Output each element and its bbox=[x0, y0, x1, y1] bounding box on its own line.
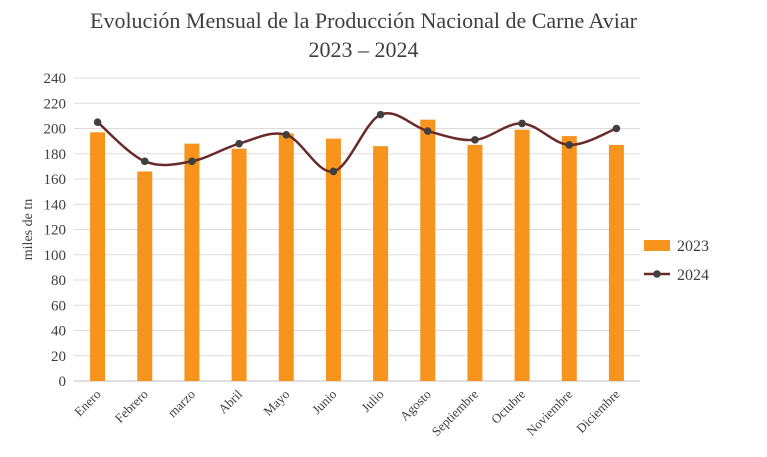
y-tick-label: 240 bbox=[44, 71, 67, 87]
y-tick-label: 160 bbox=[44, 172, 67, 188]
bar bbox=[561, 136, 577, 381]
line-series-2024 bbox=[93, 110, 621, 176]
legend-label-2023: 2023 bbox=[677, 238, 709, 255]
y-tick-label: 220 bbox=[44, 96, 67, 112]
y-axis-label: miles de tn bbox=[21, 199, 36, 260]
bar bbox=[467, 144, 483, 381]
legend-swatch-2023 bbox=[644, 240, 670, 251]
x-tick-label: Enero bbox=[71, 387, 104, 420]
y-tick-label: 140 bbox=[44, 197, 67, 213]
x-tick-label: marzo bbox=[164, 387, 198, 421]
line-point bbox=[565, 141, 574, 149]
line-point bbox=[518, 119, 526, 128]
x-tick-label: Junio bbox=[309, 387, 340, 418]
x-tick-label: Abril bbox=[215, 386, 245, 416]
line-point bbox=[188, 157, 196, 166]
y-tick-label: 80 bbox=[51, 273, 66, 289]
line-point bbox=[282, 131, 291, 139]
bar bbox=[325, 138, 341, 381]
line-point bbox=[376, 110, 385, 119]
bar bbox=[90, 132, 106, 381]
x-tick-label: Febrero bbox=[112, 387, 151, 426]
y-tick-label: 100 bbox=[44, 248, 67, 264]
y-tick-label: 40 bbox=[51, 324, 66, 340]
legend-marker-2024 bbox=[653, 270, 661, 278]
x-tick-label: Mayo bbox=[260, 387, 292, 419]
y-tick-label: 120 bbox=[44, 223, 67, 239]
chart-title: Evolución Mensual de la Producción Nacio… bbox=[90, 8, 637, 33]
series-line-2024 bbox=[96, 111, 617, 173]
x-tick-label: Agosto bbox=[397, 387, 434, 424]
legend: 2023 2024 bbox=[644, 238, 709, 284]
y-tick-label: 180 bbox=[44, 147, 67, 163]
bar bbox=[420, 119, 436, 381]
x-tick-label: Diciembre bbox=[573, 386, 623, 436]
y-tick-label: 20 bbox=[51, 349, 66, 365]
y-axis-ticks: 0 20 40 60 80 100 120 140 160 180 200 220 240 bbox=[44, 71, 67, 390]
line-point bbox=[612, 124, 621, 133]
bar bbox=[137, 171, 153, 381]
bar bbox=[608, 144, 624, 381]
x-tick-label: Septiembre bbox=[429, 386, 482, 439]
bar bbox=[184, 143, 200, 381]
line-point bbox=[423, 127, 432, 135]
x-tick-label: Noviembre bbox=[523, 386, 575, 438]
gridlines bbox=[74, 77, 640, 382]
x-axis-ticks: Enero Febrero marzo Abril Mayo Junio Julio Agos… bbox=[71, 386, 623, 439]
bar-series-2023 bbox=[90, 119, 624, 381]
line-point bbox=[93, 118, 102, 126]
bar bbox=[514, 129, 530, 381]
bar bbox=[231, 148, 247, 381]
y-tick-label: 200 bbox=[44, 122, 67, 138]
chart-subtitle: 2023 – 2024 bbox=[308, 37, 419, 62]
y-tick-label: 0 bbox=[59, 374, 67, 390]
bar bbox=[373, 146, 389, 381]
legend-label-2024: 2024 bbox=[677, 267, 709, 284]
x-tick-label: Julio bbox=[358, 387, 386, 415]
line-point bbox=[329, 167, 338, 176]
line-point bbox=[235, 139, 243, 148]
line-point bbox=[140, 157, 149, 166]
y-tick-label: 60 bbox=[51, 298, 66, 314]
x-tick-label: Octubre bbox=[488, 386, 528, 426]
bar bbox=[278, 133, 294, 381]
line-point bbox=[471, 136, 479, 144]
chart-title-block: Evolución Mensual de la Producción Nacio… bbox=[0, 6, 727, 64]
